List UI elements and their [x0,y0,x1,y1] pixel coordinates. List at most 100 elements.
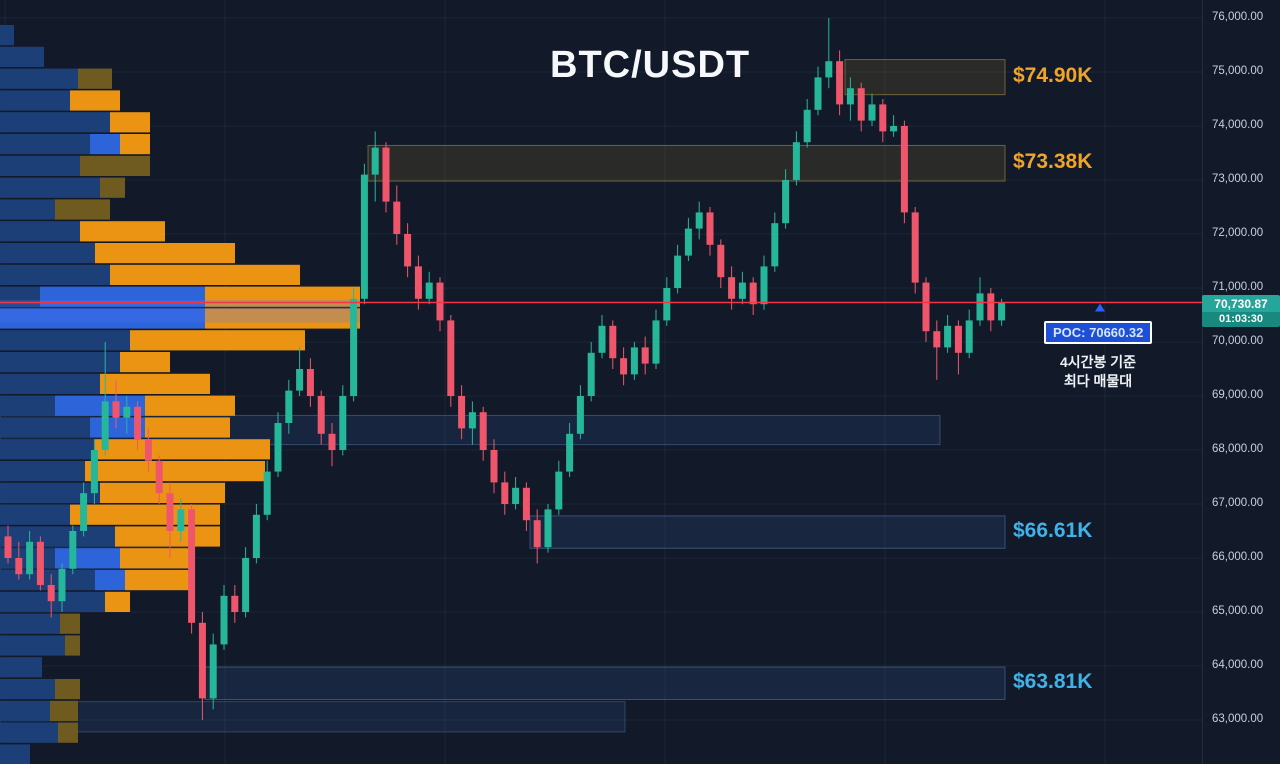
volume-profile-bar [40,286,205,307]
annotation-note-line2: 최다 매물대 [1063,373,1133,389]
candle-body [317,396,325,434]
candle-body [414,266,422,299]
volume-profile-bar [110,264,300,285]
candle-body [857,88,865,121]
candle-body [360,174,368,299]
candle-body [900,126,908,213]
volume-profile-bar [0,679,55,700]
candle-body [566,433,574,472]
volume-profile-bar [80,155,150,176]
candle-body [663,288,671,321]
candle-body [933,331,941,348]
candle-body [782,180,790,224]
volume-profile-bar [0,417,90,438]
candle-body [371,147,379,175]
candle-body [555,471,563,510]
candle-body [512,487,520,504]
candle-body [533,520,541,548]
candle-body [706,212,714,245]
volume-profile-bar [95,439,270,460]
volume-profile-bar [120,134,150,155]
candle-body [393,201,401,234]
candle-body [544,509,552,548]
price-zone [844,59,1006,96]
price-zone [204,666,1006,700]
candle-body [911,212,919,283]
candle-body [26,541,34,575]
candle-body [188,509,196,623]
volume-profile-bar [100,373,210,394]
volume-profile-bar [0,395,55,416]
price-zone [0,701,626,733]
volume-profile-bar [80,221,165,242]
candle-body [728,277,736,299]
candle-body [285,390,293,423]
candle-body [4,536,12,558]
candle-body [47,585,55,602]
volume-profile-bar [58,722,78,743]
volume-profile-bar [55,199,110,220]
volume-profile-bar [95,243,235,264]
volume-profile-bar [0,439,95,460]
volume-profile-bar [78,68,112,89]
price-axis[interactable]: 76,000.00 75,000.00 74,000.00 73,000.00 72,0… [1202,0,1280,764]
candle-body [436,282,444,321]
volume-profile-bar [90,134,120,155]
axis-price-label: 71,000.00 [1212,281,1264,293]
volume-profile-bar [0,526,115,547]
candle-body [144,439,152,461]
volume-profile-bar [55,548,120,569]
candle-body [792,142,800,180]
volume-profile-bar [205,286,360,307]
candle-body [220,595,228,645]
volume-profile-bar [120,352,170,373]
candle-body [263,471,271,515]
candle-body [738,282,746,299]
candle-body [296,369,304,391]
axis-price-label: 66,000.00 [1212,551,1264,563]
candle-body [166,493,174,531]
candle-body [134,406,142,440]
annotation-note: 4시간봉 기준 최다 매물대 [1034,353,1162,391]
candle-body [80,493,88,531]
volume-profile-bar [0,700,50,721]
candle-body [890,126,898,132]
volume-profile-bar [0,461,85,482]
candle-body [90,450,98,494]
candle-body [404,234,412,267]
candle-body [112,401,120,418]
candle-body [522,487,530,521]
volume-profile-bar [0,68,78,89]
candle-body [641,347,649,364]
volume-profile-bar [145,417,230,438]
volume-profile-bar [70,90,120,111]
volume-profile-bar [105,591,130,612]
candle-body [274,423,282,472]
volume-profile-bar [0,744,30,764]
axis-price-label: 76,000.00 [1212,11,1264,23]
candle-body [684,228,692,256]
candle-body [15,558,23,575]
candle-body [231,595,239,612]
volume-profile-bar [0,177,100,198]
volume-profile-bar [0,308,205,329]
candle-body [944,325,952,348]
candle-body [609,325,617,359]
candle-body [868,104,876,121]
candle-body [447,320,455,396]
candle-body [976,293,984,321]
candle-countdown: 01:03:30 [1202,311,1280,327]
volume-profile-bar [125,570,190,591]
volume-profile-bar [70,504,220,525]
candle-body [620,358,628,375]
candle-body [252,514,260,558]
volume-profile-bar [0,591,105,612]
volume-profile-bar [0,286,40,307]
axis-price-label: 68,000.00 [1212,443,1264,455]
candle-body [954,325,962,353]
volume-profile-bar [130,330,305,351]
candle-body [717,244,725,278]
volume-profile-bar [0,90,70,111]
axis-price-label: 65,000.00 [1212,605,1264,617]
